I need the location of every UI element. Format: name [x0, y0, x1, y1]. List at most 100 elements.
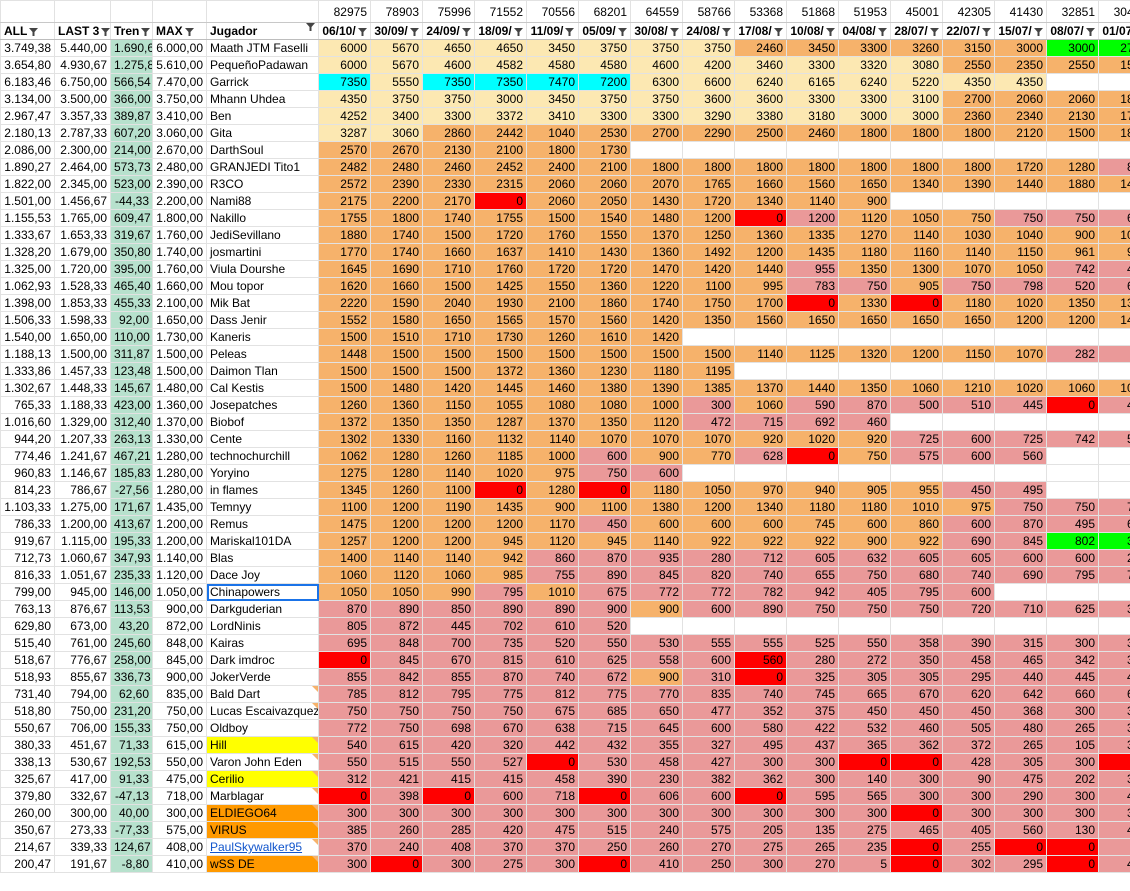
- player-name-cell[interactable]: Lucas Escaivazquez: [206, 702, 319, 720]
- score-cell[interactable]: 300: [890, 770, 943, 788]
- score-cell[interactable]: 745: [786, 515, 839, 533]
- score-cell[interactable]: 600: [474, 787, 527, 805]
- score-cell[interactable]: [786, 464, 839, 482]
- header-date[interactable]: 18/09/: [474, 22, 527, 40]
- score-cell[interactable]: 550: [318, 753, 371, 771]
- score-cell[interactable]: 2460: [422, 158, 475, 176]
- score-cell[interactable]: 2100: [474, 141, 527, 159]
- score-cell[interactable]: 300: [1046, 702, 1099, 720]
- score-cell[interactable]: 3460: [734, 56, 787, 74]
- score-cell[interactable]: 3380: [734, 107, 787, 125]
- score-cell[interactable]: 812: [526, 685, 579, 703]
- score-cell[interactable]: 300: [318, 855, 371, 873]
- score-cell[interactable]: 1300: [890, 260, 943, 278]
- score-cell[interactable]: 0: [890, 855, 943, 873]
- all-average-cell[interactable]: 919,67: [0, 532, 55, 550]
- score-cell[interactable]: 4200: [682, 56, 735, 74]
- trend-cell[interactable]: 146,00: [110, 583, 153, 601]
- score-cell[interactable]: [1046, 617, 1099, 635]
- score-cell[interactable]: 2060: [1046, 90, 1099, 108]
- max-cell[interactable]: 550,00: [152, 753, 207, 771]
- score-cell[interactable]: 812: [370, 685, 423, 703]
- score-cell[interactable]: 628: [1098, 277, 1130, 295]
- score-cell[interactable]: 1500: [474, 345, 527, 363]
- last3-average-cell[interactable]: 1.765,00: [54, 209, 111, 227]
- player-name-cell[interactable]: Yoryino: [206, 464, 319, 482]
- score-cell[interactable]: 1200: [734, 243, 787, 261]
- score-cell[interactable]: 320: [1098, 532, 1130, 550]
- score-cell[interactable]: 312: [318, 770, 371, 788]
- score-cell[interactable]: 3450: [526, 90, 579, 108]
- score-cell[interactable]: 1200: [370, 532, 423, 550]
- last3-average-cell[interactable]: 273,33: [54, 821, 111, 839]
- score-cell[interactable]: 0: [474, 481, 527, 499]
- score-cell[interactable]: 870: [474, 668, 527, 686]
- score-cell[interactable]: 300: [786, 804, 839, 822]
- score-cell[interactable]: 1140: [370, 549, 423, 567]
- score-cell[interactable]: [890, 141, 943, 159]
- score-cell[interactable]: 1800: [630, 158, 683, 176]
- trend-cell[interactable]: -8,80: [110, 855, 153, 873]
- score-cell[interactable]: 775: [578, 685, 631, 703]
- score-cell[interactable]: 2170: [422, 192, 475, 210]
- score-cell[interactable]: 750: [1046, 498, 1099, 516]
- score-cell[interactable]: 920: [838, 430, 891, 448]
- score-cell[interactable]: [734, 464, 787, 482]
- last3-average-cell[interactable]: 786,67: [54, 481, 111, 499]
- score-cell[interactable]: 305: [1098, 770, 1130, 788]
- header-date[interactable]: 01/07/: [1098, 22, 1130, 40]
- last3-average-cell[interactable]: 706,00: [54, 719, 111, 737]
- score-cell[interactable]: 750: [370, 719, 423, 737]
- score-cell[interactable]: 1257: [318, 532, 371, 550]
- player-name-cell[interactable]: Temnyy: [206, 498, 319, 516]
- score-cell[interactable]: 437: [786, 736, 839, 754]
- score-cell[interactable]: 845: [630, 566, 683, 584]
- score-cell[interactable]: 750: [838, 277, 891, 295]
- score-cell[interactable]: 900: [578, 600, 631, 618]
- trend-cell[interactable]: 607,20: [110, 124, 153, 142]
- score-cell[interactable]: 550: [578, 634, 631, 652]
- empty-cell[interactable]: [54, 0, 111, 23]
- player-name-cell[interactable]: PequeñoPadawan: [206, 56, 319, 74]
- score-cell[interactable]: 750: [578, 464, 631, 482]
- score-cell[interactable]: 1010: [890, 498, 943, 516]
- score-cell[interactable]: 945: [474, 532, 527, 550]
- score-cell[interactable]: 590: [786, 396, 839, 414]
- score-cell[interactable]: 698: [1098, 209, 1130, 227]
- filter-icon[interactable]: [1033, 27, 1043, 36]
- score-cell[interactable]: 1140: [526, 430, 579, 448]
- max-cell[interactable]: 1.120,00: [152, 566, 207, 584]
- filter-icon[interactable]: [721, 27, 731, 36]
- score-cell[interactable]: [734, 328, 787, 346]
- score-cell[interactable]: 355: [630, 736, 683, 754]
- score-cell[interactable]: 922: [890, 532, 943, 550]
- score-cell[interactable]: 1500: [682, 345, 735, 363]
- score-cell[interactable]: 2700: [1098, 39, 1130, 57]
- score-cell[interactable]: 0: [474, 192, 527, 210]
- player-name-cell[interactable]: Darkguderian: [206, 600, 319, 618]
- score-cell[interactable]: 1700: [734, 294, 787, 312]
- header-date[interactable]: 17/08/: [734, 22, 787, 40]
- score-cell[interactable]: 270: [786, 855, 839, 873]
- score-cell[interactable]: 2060: [578, 175, 631, 193]
- score-cell[interactable]: 3750: [630, 39, 683, 57]
- score-cell[interactable]: 1360: [578, 277, 631, 295]
- score-cell[interactable]: 595: [786, 787, 839, 805]
- score-cell[interactable]: 475: [994, 770, 1047, 788]
- score-cell[interactable]: 600: [682, 651, 735, 669]
- score-cell[interactable]: 450: [838, 702, 891, 720]
- score-cell[interactable]: 1250: [682, 226, 735, 244]
- score-cell[interactable]: 1720: [474, 226, 527, 244]
- score-cell[interactable]: [994, 617, 1047, 635]
- score-cell[interactable]: 720: [942, 600, 995, 618]
- score-cell[interactable]: 1060: [318, 566, 371, 584]
- max-cell[interactable]: 1.280,00: [152, 481, 207, 499]
- filter-icon[interactable]: [669, 27, 679, 36]
- score-cell[interactable]: 750: [838, 447, 891, 465]
- score-cell[interactable]: 2315: [474, 175, 527, 193]
- score-cell[interactable]: 1340: [734, 192, 787, 210]
- score-cell[interactable]: 325: [786, 668, 839, 686]
- score-cell[interactable]: 2290: [682, 124, 735, 142]
- score-cell[interactable]: 1335: [786, 226, 839, 244]
- score-cell[interactable]: 300: [734, 855, 787, 873]
